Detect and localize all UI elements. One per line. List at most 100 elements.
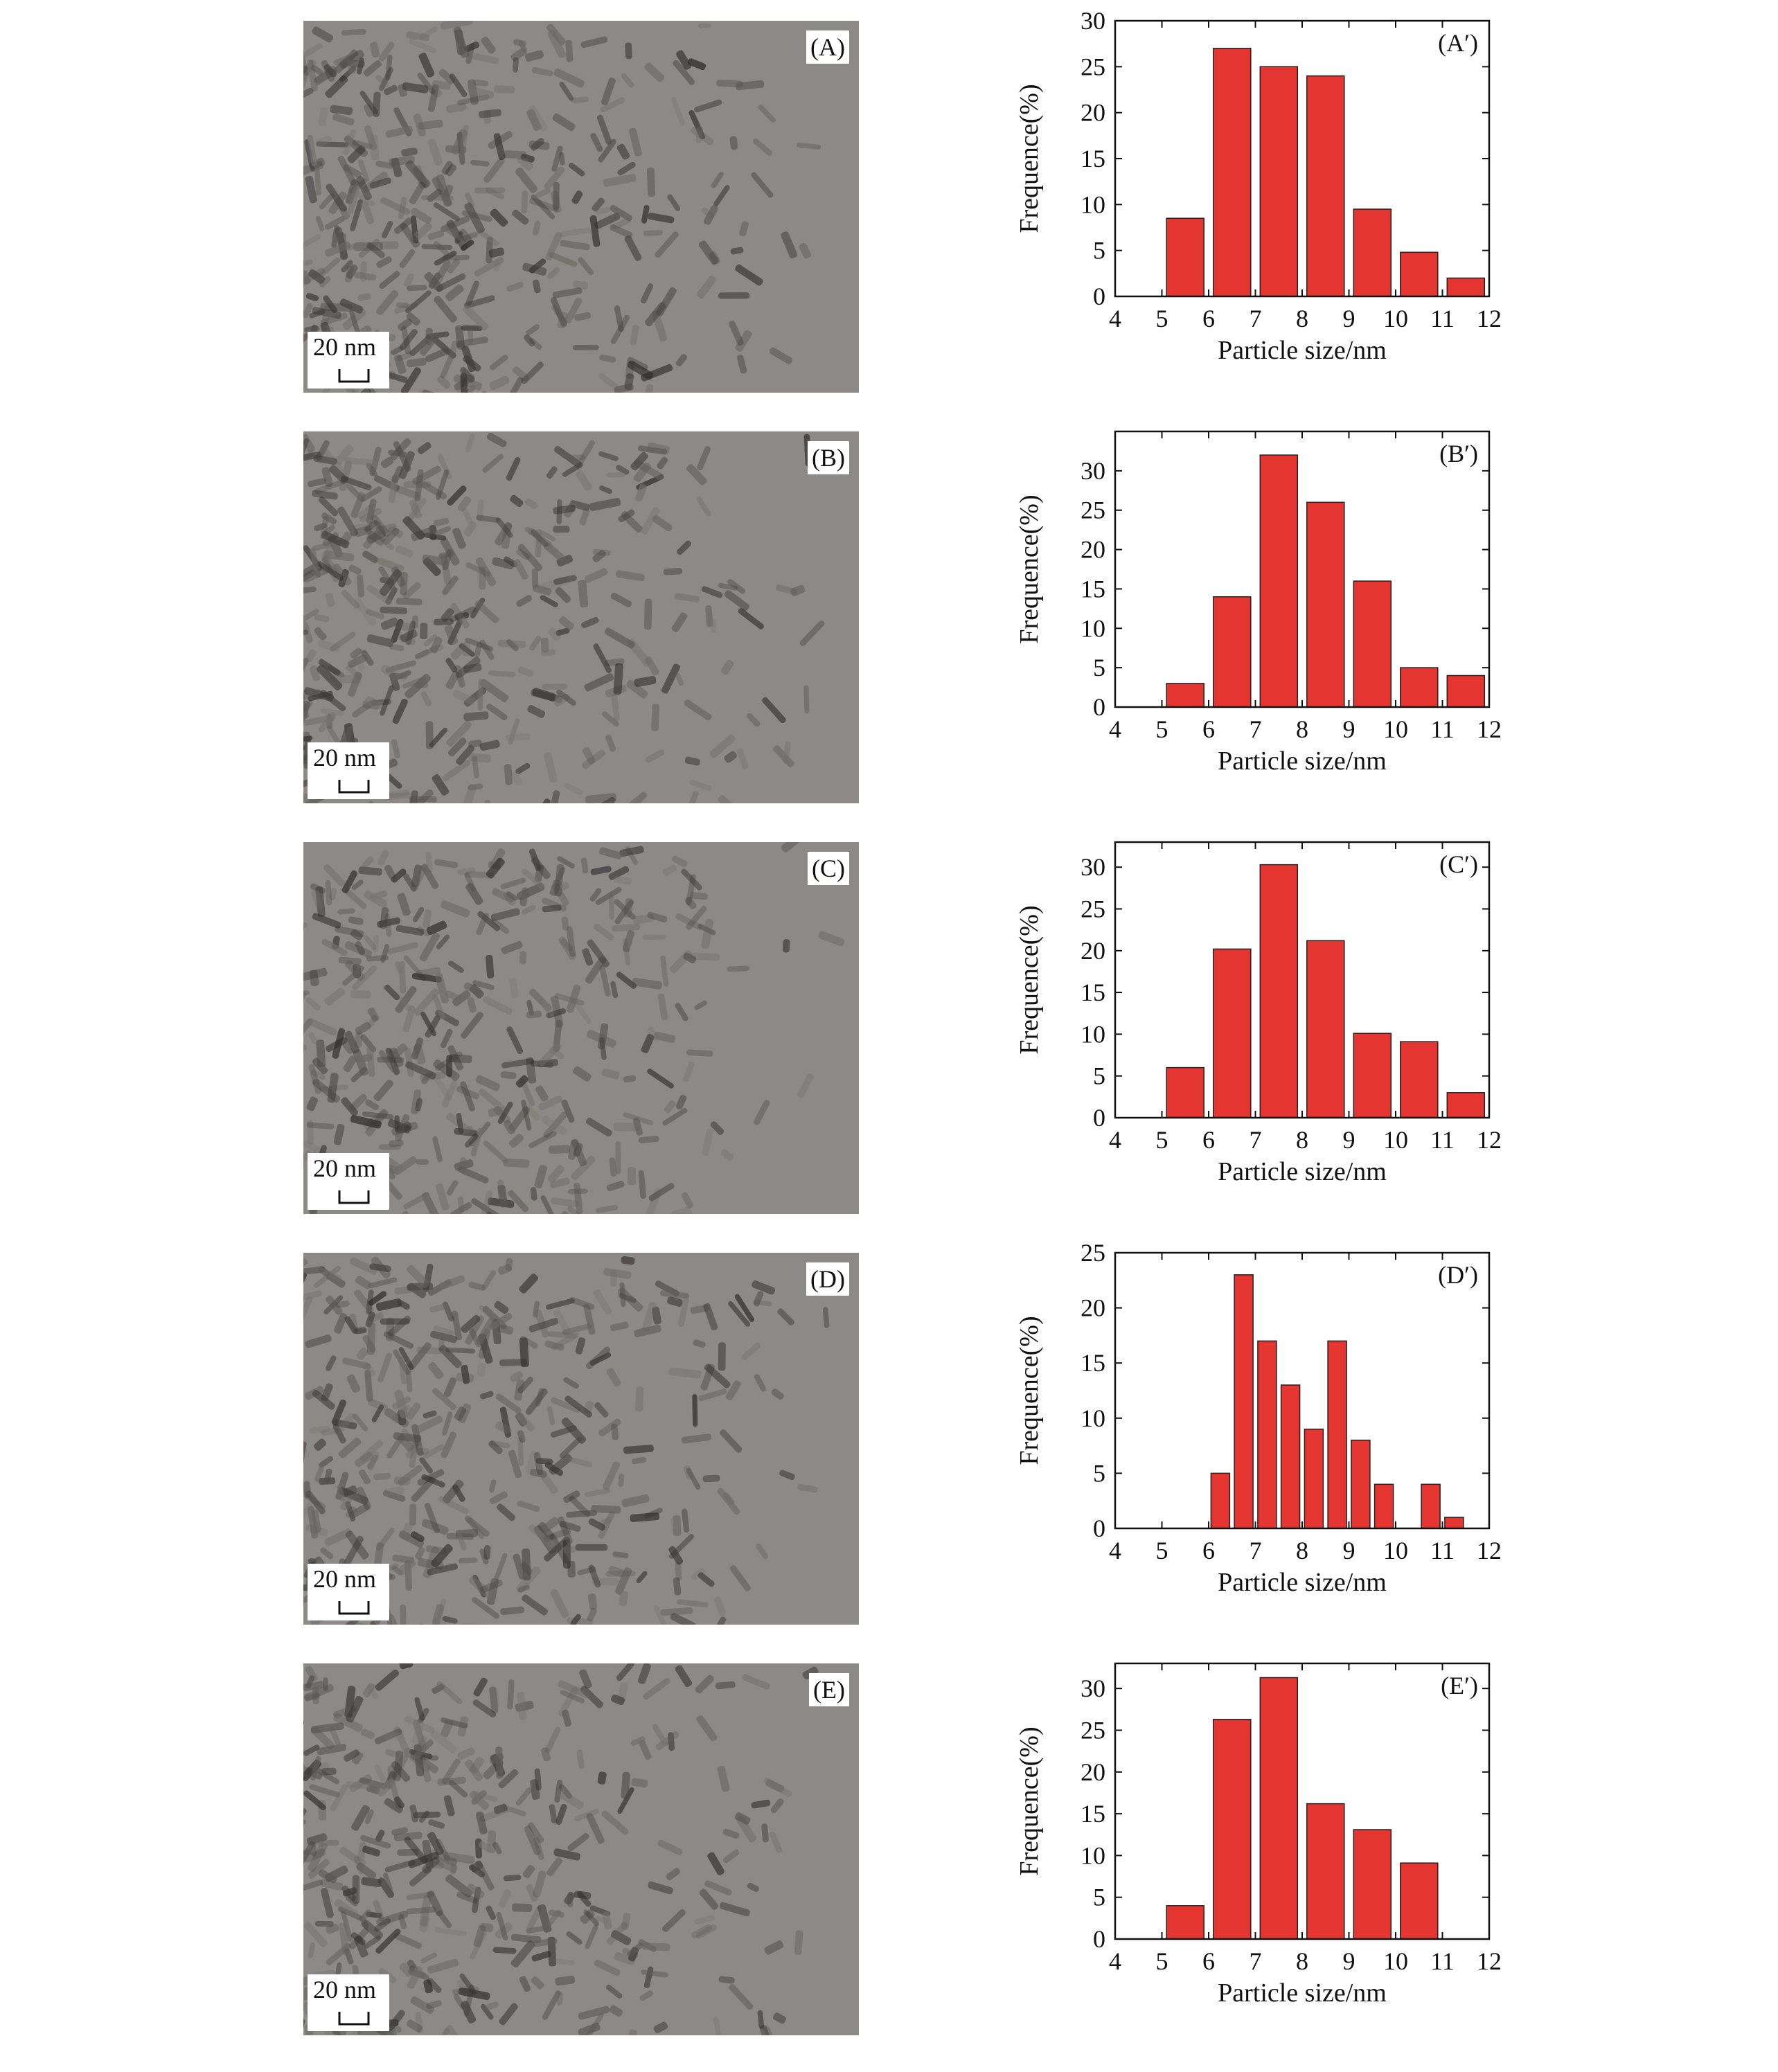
histogram-bar [1213, 596, 1252, 708]
histogram-bar [1259, 1677, 1299, 1940]
tem-panel-label: (C) [808, 852, 849, 885]
y-tick-label: 20 [1081, 1294, 1105, 1322]
histogram-bar [1304, 1428, 1324, 1529]
tem-panel-label: (D) [806, 1262, 849, 1296]
y-axis-label: Frequence(%) [1015, 1316, 1044, 1465]
y-tick-label: 0 [1093, 1925, 1105, 1953]
x-tick-label: 10 [1383, 305, 1408, 332]
y-axis-label: Frequence(%) [1015, 84, 1044, 233]
x-tick-label: 4 [1109, 305, 1121, 332]
x-tick-label: 7 [1250, 305, 1262, 332]
histogram-bar [1446, 675, 1486, 708]
y-tick-label: 15 [1081, 145, 1105, 172]
size-histogram-c: 4 5 6 7 8 9 10 11 12 0 5 10 15 20 25 30 Particle size/nm… [1015, 841, 1502, 1186]
x-tick-label: 5 [1156, 1126, 1168, 1154]
x-tick-label: 6 [1202, 1126, 1215, 1154]
histogram-bar [1353, 1033, 1392, 1118]
histogram-bar [1259, 454, 1299, 708]
tem-panel-label: (E) [809, 1673, 849, 1706]
scale-bar-label: 20 nm [313, 1976, 377, 2003]
histogram-bar [1306, 1803, 1345, 1940]
histogram-bar [1400, 251, 1439, 297]
histogram-bar [1400, 1862, 1439, 1940]
y-tick-label: 20 [1081, 937, 1105, 965]
x-tick-label: 10 [1383, 1126, 1408, 1154]
x-tick-label: 4 [1109, 715, 1121, 743]
histogram-bar [1446, 277, 1486, 297]
x-tick-label: 12 [1477, 1537, 1502, 1564]
y-tick-label: 0 [1093, 1515, 1105, 1542]
histogram-bar [1213, 1719, 1252, 1940]
histogram-bar [1446, 1092, 1486, 1118]
x-tick-label: 10 [1383, 715, 1408, 743]
chart-panel-label: (B′) [1439, 440, 1478, 467]
y-tick-label: 5 [1093, 237, 1105, 265]
histogram-bar [1210, 1472, 1231, 1529]
y-tick-label: 5 [1093, 1884, 1105, 1911]
histogram-bar [1259, 864, 1299, 1118]
x-axis-label: Particle size/nm [1218, 336, 1387, 365]
x-tick-label: 6 [1202, 715, 1215, 743]
chart-panel-label: (A′) [1438, 29, 1478, 57]
histogram-bar [1166, 1066, 1204, 1118]
x-tick-label: 9 [1343, 715, 1355, 743]
x-tick-label: 9 [1343, 1537, 1355, 1564]
x-tick-label: 12 [1477, 715, 1502, 743]
histogram-bar [1444, 1517, 1464, 1529]
histogram-bar [1166, 1905, 1204, 1940]
x-tick-label: 9 [1343, 305, 1355, 332]
tem-panel-label: (B) [808, 441, 849, 474]
x-tick-label: 5 [1156, 305, 1168, 332]
size-histogram-d: 4 5 6 7 8 9 10 11 12 0 5 10 15 20 25 Particle size/nm Fr… [1015, 1239, 1502, 1597]
y-tick-label: 20 [1081, 99, 1105, 127]
scale-bar: 20 nm [308, 742, 389, 799]
scale-bar: 20 nm [308, 1153, 389, 1210]
x-tick-label: 5 [1156, 715, 1168, 743]
x-tick-label: 5 [1156, 1537, 1168, 1564]
histogram-bar [1306, 501, 1345, 708]
histogram-bar [1257, 1340, 1277, 1529]
histogram-bar [1353, 580, 1392, 708]
x-tick-label: 10 [1383, 1537, 1408, 1564]
x-tick-label: 11 [1430, 1537, 1455, 1564]
y-tick-label: 0 [1093, 283, 1105, 310]
y-tick-label: 0 [1093, 693, 1105, 721]
size-histogram-b: 4 5 6 7 8 9 10 11 12 0 5 10 15 20 25 30 Particle size/nm… [1015, 430, 1502, 776]
x-tick-label: 11 [1430, 305, 1455, 332]
tem-image-e: (E) 20 nm [303, 1663, 859, 2035]
x-tick-label: 9 [1343, 1947, 1355, 1975]
y-tick-label: 30 [1081, 1674, 1105, 1702]
histogram-bar [1213, 948, 1252, 1118]
x-tick-label: 4 [1109, 1947, 1121, 1975]
histogram-bar [1353, 1829, 1392, 1940]
histogram-bar [1373, 1483, 1394, 1529]
x-tick-label: 11 [1430, 1947, 1455, 1975]
y-tick-label: 25 [1081, 895, 1105, 922]
x-tick-label: 4 [1109, 1537, 1121, 1564]
y-tick-label: 10 [1081, 1404, 1105, 1432]
x-tick-label: 8 [1296, 715, 1308, 743]
y-axis-label: Frequence(%) [1015, 494, 1044, 643]
scale-bar: 20 nm [308, 1974, 389, 2031]
x-tick-label: 4 [1109, 1126, 1121, 1154]
y-tick-label: 15 [1081, 575, 1105, 602]
tem-texture [303, 1663, 819, 2035]
x-axis-label: Particle size/nm [1218, 1157, 1387, 1186]
x-tick-label: 8 [1296, 305, 1308, 332]
x-tick-label: 12 [1477, 1947, 1502, 1975]
histogram-bar [1353, 208, 1392, 297]
chart-panel-label: (C′) [1439, 850, 1478, 878]
chart-panel-label: (E′) [1441, 1672, 1478, 1699]
y-tick-label: 15 [1081, 1800, 1105, 1828]
plot-frame [1114, 430, 1491, 708]
x-axis-label: Particle size/nm [1218, 747, 1387, 776]
y-tick-label: 5 [1093, 1459, 1105, 1487]
x-tick-label: 7 [1250, 715, 1262, 743]
x-tick-label: 8 [1296, 1537, 1308, 1564]
y-tick-label: 5 [1093, 1062, 1105, 1090]
y-tick-label: 15 [1081, 979, 1105, 1006]
tem-image-c: (C) 20 nm [303, 842, 859, 1214]
y-tick-label: 10 [1081, 1020, 1105, 1048]
y-tick-label: 25 [1081, 1239, 1105, 1267]
tem-texture [303, 1256, 830, 1625]
